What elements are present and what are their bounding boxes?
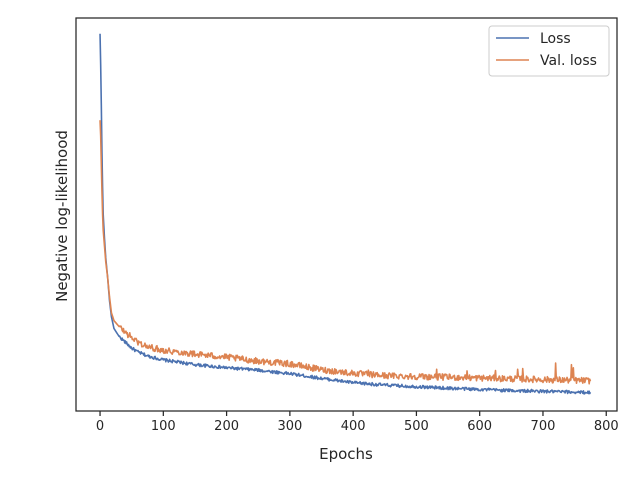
x-tick-label: 0 [96,419,104,434]
x-axis-ticks: 0 100 200 300 400 500 600 700 800 [96,411,619,434]
legend: Loss Val. loss [488,25,610,77]
x-tick-label: 600 [467,419,492,434]
x-tick-label: 200 [214,419,239,434]
x-tick-label: 800 [594,419,619,434]
plot-background [76,18,617,411]
x-tick-label: 400 [341,419,366,434]
legend-label-loss: Loss [540,31,571,47]
x-tick-label: 300 [277,419,302,434]
y-axis-label: Negative log-likelihood [53,130,71,302]
x-tick-label: 700 [531,419,556,434]
x-tick-label: 100 [151,419,176,434]
series-layer [99,33,592,395]
series-line-loss [99,33,592,395]
series-line-val-loss [99,120,592,385]
x-tick-label: 500 [404,419,429,434]
plot-frame [75,17,618,412]
x-axis-label: Epochs [319,445,373,463]
legend-label-val-loss: Val. loss [540,53,597,69]
